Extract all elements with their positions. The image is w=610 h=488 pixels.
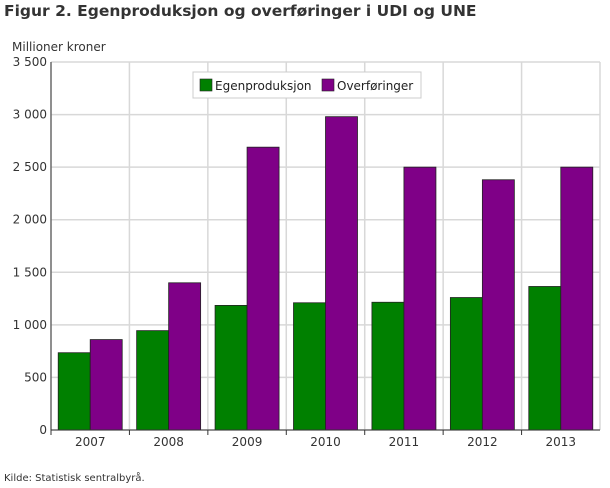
y-tick-label: 3 000 bbox=[13, 108, 47, 122]
x-tick-label: 2013 bbox=[546, 435, 577, 449]
x-tick-label: 2010 bbox=[310, 435, 341, 449]
bar-overføringer-2008 bbox=[168, 282, 202, 431]
bar-egenproduksjon-2013 bbox=[528, 286, 562, 431]
bar-egenproduksjon-2010 bbox=[293, 302, 326, 431]
x-tick-label: 2011 bbox=[389, 435, 420, 449]
bar-overføringer-2013 bbox=[560, 166, 594, 431]
bar-egenproduksjon-2009 bbox=[214, 305, 248, 431]
chart-title: Figur 2. Egenproduksjon og overføringer … bbox=[4, 2, 477, 20]
bar-overføringer-2011 bbox=[403, 166, 437, 431]
x-tick-label: 2008 bbox=[153, 435, 184, 449]
x-tick-label: 2012 bbox=[467, 435, 498, 449]
bar-egenproduksjon-2012 bbox=[449, 297, 483, 431]
bar-overføringer-2012 bbox=[481, 179, 515, 431]
y-tick-label: 0 bbox=[39, 423, 47, 437]
x-tick-label: 2007 bbox=[75, 435, 106, 449]
bar-overføringer-2007 bbox=[89, 339, 123, 431]
legend-box bbox=[192, 71, 422, 99]
y-tick-label: 500 bbox=[24, 370, 47, 384]
legend-swatch-overføringer bbox=[321, 78, 335, 92]
y-axis-label: Millioner kroner bbox=[12, 40, 106, 54]
y-tick-label: 3 500 bbox=[13, 55, 47, 69]
bar-egenproduksjon-2008 bbox=[136, 330, 170, 431]
legend-label-overføringer: Overføringer bbox=[337, 79, 413, 93]
bar-egenproduksjon-2011 bbox=[371, 301, 405, 431]
source-note: Kilde: Statistisk sentralbyrå. bbox=[4, 473, 145, 484]
y-tick-label: 1 500 bbox=[13, 265, 47, 279]
bar-egenproduksjon-2007 bbox=[57, 352, 91, 431]
y-tick-label: 2 500 bbox=[13, 160, 47, 174]
y-tick-label: 1 000 bbox=[13, 318, 47, 332]
y-tick-label: 2 000 bbox=[13, 213, 47, 227]
bar-overføringer-2010 bbox=[325, 116, 358, 431]
bar-overføringer-2009 bbox=[246, 146, 280, 431]
legend-swatch-egenproduksjon bbox=[199, 78, 213, 92]
x-tick-label: 2009 bbox=[232, 435, 263, 449]
legend-label-egenproduksjon: Egenproduksjon bbox=[215, 79, 312, 93]
